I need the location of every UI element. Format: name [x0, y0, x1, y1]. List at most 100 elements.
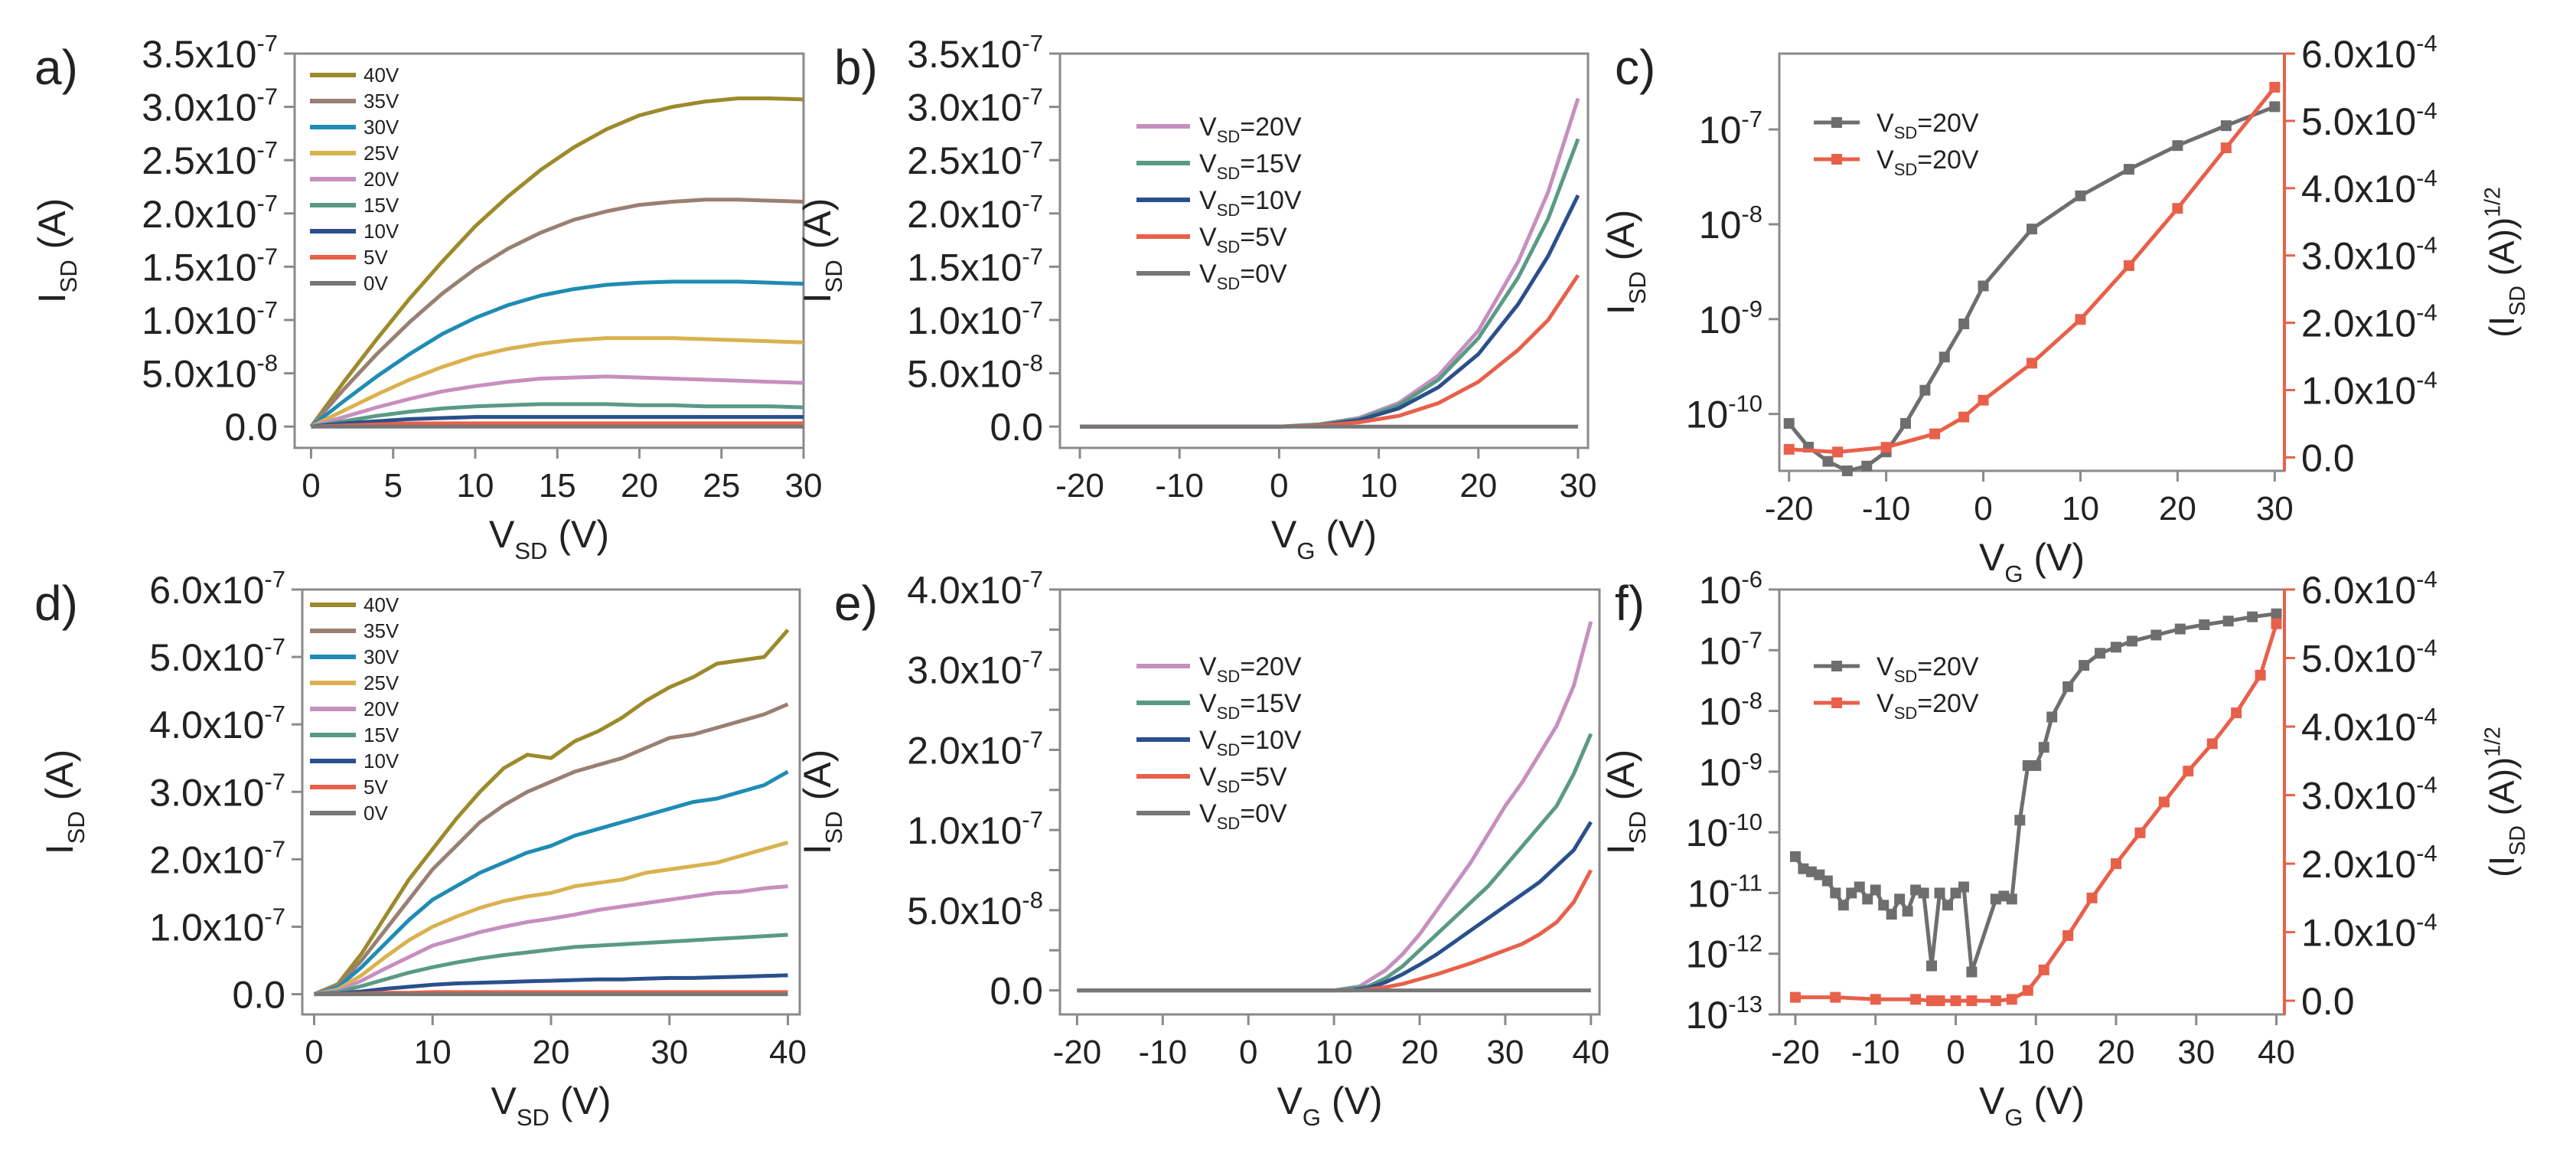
y-tick-label: 3.5x10-7	[907, 30, 1043, 76]
data-point	[2086, 892, 2098, 903]
x-tick-label: -10	[1851, 1034, 1900, 1071]
plot-frame	[293, 52, 805, 449]
x-tick-label: 10	[1316, 1034, 1353, 1071]
data-point	[2220, 120, 2232, 132]
data-point	[1837, 900, 1849, 911]
x-tick-label: -20	[1053, 1034, 1102, 1071]
data-point	[2123, 164, 2134, 175]
series-line	[1077, 821, 1593, 993]
y-tick-label: 10-7	[1699, 626, 1762, 672]
legend-label: 25V	[364, 671, 399, 694]
x-tick-label: 20	[2159, 490, 2196, 528]
x-axis-label: VG (V)	[1979, 1080, 2085, 1131]
data-point	[2134, 827, 2146, 838]
x-tick-label: 0	[302, 467, 320, 505]
x-axis-label: VSD (V)	[489, 513, 609, 564]
legend-label: 30V	[364, 645, 399, 668]
y-tick-label: 2.0x10-7	[907, 190, 1043, 236]
data-point	[2174, 623, 2186, 635]
y-tick-label: 10-9	[1699, 296, 1762, 341]
panel-b: b) -20 -10 0 10 20 30 0.0 5.0x10-8 1.0x10-7 1.5x10…	[796, 30, 1596, 564]
x-tick-label: -20	[1771, 1034, 1820, 1071]
series-line	[1080, 194, 1580, 429]
data-point	[2062, 930, 2074, 942]
data-point	[1990, 995, 2001, 1007]
series-line	[314, 840, 789, 997]
series-line	[1080, 97, 1580, 429]
legend-marker	[1831, 117, 1842, 128]
y-axis-label: ISD (A)	[796, 198, 847, 304]
legend-label: VSD=0V	[1199, 799, 1287, 833]
y2-tick-label: 6.0x10-4	[2301, 30, 2437, 76]
legend-label: 40V	[364, 593, 399, 616]
y-tick-label: 10-9	[1699, 748, 1762, 794]
series-line	[311, 402, 804, 429]
data-point	[1958, 411, 1970, 423]
data-point	[1870, 884, 1881, 896]
plot-frame	[1778, 588, 2286, 1016]
legend-label: 35V	[364, 619, 399, 642]
x-tick-label: 40	[769, 1034, 807, 1071]
data-point	[1783, 418, 1795, 430]
data-point	[2172, 140, 2183, 152]
legend-label: VSD=15V	[1199, 689, 1302, 723]
plot-frame	[1058, 588, 1601, 1016]
legend-label: VSD=10V	[1199, 186, 1302, 220]
data-point	[1880, 442, 1892, 453]
series-line	[1787, 105, 2276, 473]
x-axis-label: VSD (V)	[491, 1080, 611, 1131]
y-axis-label: ISD (A)	[38, 750, 90, 855]
x-tick-label: 30	[1486, 1034, 1524, 1071]
x-tick-label: 30	[2177, 1034, 2215, 1071]
series-line	[311, 421, 804, 429]
panel-label: e)	[834, 576, 878, 631]
data-point	[1900, 418, 1911, 430]
y-tick-label: 1.0x10-7	[142, 296, 278, 342]
panel-c: c) -20 -10 0 10 20 30 10-10 10-9 10-8 10-7 0.0 1.0x1…	[1599, 30, 2530, 587]
data-point	[2183, 766, 2194, 777]
data-point	[1894, 893, 1906, 905]
data-point	[1939, 351, 1950, 363]
series-line	[1077, 733, 1593, 993]
data-point	[2062, 681, 2074, 692]
y2-axis-label: (ISD (A))1/2	[2481, 187, 2530, 338]
series-line	[1077, 621, 1593, 993]
y-tick-label: 2.0x10-7	[907, 726, 1043, 772]
series-line	[309, 96, 804, 428]
y2-tick-label: 1.0x10-4	[2301, 367, 2437, 413]
legend-label: 25V	[364, 142, 399, 165]
plot-frame	[1058, 52, 1590, 449]
y2-axis-label: (ISD (A))1/2	[2481, 727, 2530, 877]
data-point	[2247, 611, 2258, 622]
y2-tick-label: 5.0x10-4	[2301, 635, 2437, 681]
data-point	[2038, 742, 2049, 753]
data-point	[2271, 608, 2282, 619]
y2-tick-label: 2.0x10-4	[2301, 840, 2437, 886]
legend-label: VSD=15V	[1199, 149, 1302, 183]
x-tick-label: 30	[785, 467, 823, 505]
legend-marker	[1831, 154, 1842, 165]
series-line	[309, 279, 804, 429]
x-tick-label: 40	[2258, 1034, 2295, 1071]
data-point	[1861, 460, 1873, 472]
data-point	[2158, 796, 2170, 808]
series-line	[314, 884, 788, 997]
y-axis-label: ISD (A)	[1599, 210, 1651, 315]
x-axis-label: VG (V)	[1277, 1080, 1382, 1131]
data-point	[1822, 456, 1834, 467]
series-line	[310, 336, 804, 429]
data-point	[2206, 738, 2218, 750]
x-tick-label: 0	[1270, 467, 1288, 505]
x-tick-label: 40	[1572, 1034, 1609, 1071]
x-tick-label: 20	[1401, 1034, 1439, 1071]
legend-label: VSD=20V	[1199, 652, 1302, 686]
data-point	[1841, 465, 1853, 476]
series-line	[310, 374, 804, 429]
y-tick-label: 2.0x10-7	[142, 190, 278, 236]
panel-label: d)	[34, 576, 78, 631]
data-point	[1978, 280, 1989, 292]
plot-frame	[1778, 52, 2286, 472]
x-axis-label: VG (V)	[1271, 513, 1377, 564]
data-point	[1789, 851, 1801, 862]
